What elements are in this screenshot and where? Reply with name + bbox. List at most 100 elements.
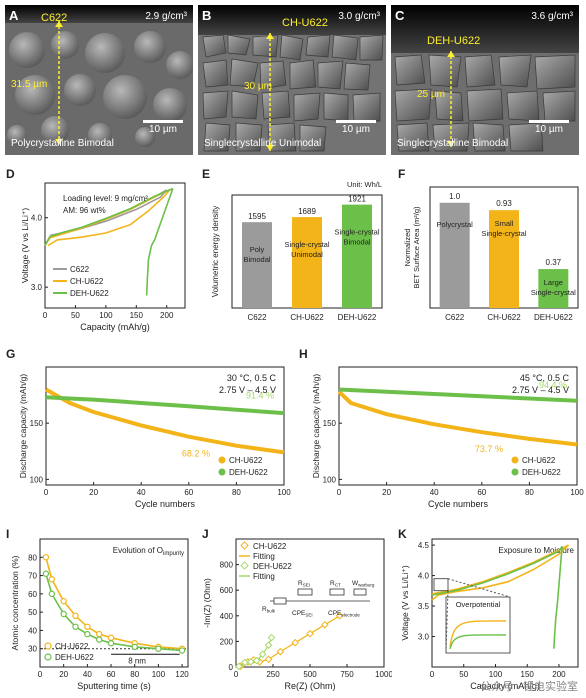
annotation-8nm: 8 nm [128, 656, 146, 665]
bar-deh-u622 [342, 204, 372, 308]
axis-x-h-tick-label: 40 [430, 488, 439, 497]
axis-x-k-tick-label: 100 [489, 670, 503, 679]
axis-x-j-tick-label: 0 [234, 670, 239, 679]
series-line-ch-u622 [45, 557, 183, 650]
chart-d: D 0 50 100 150 200 3.0 4.0 Capacity (mAh/g) Volta… [6, 167, 186, 332]
data-point [320, 620, 329, 629]
axis-y-j-tick-label: 800 [220, 561, 234, 570]
inset-curve-deh [449, 634, 507, 650]
y-axis-label-k: Voltage (V vs Li/Li⁺) [400, 565, 410, 641]
zoom-guide [447, 578, 511, 598]
legend-label: CH-U622 [253, 542, 287, 551]
legend-swatch [240, 541, 249, 550]
bar-ch-u622 [489, 210, 519, 308]
sem-image-a: C622 31.5 µm 2.9 g/cm³ Polycrystalline B… [5, 5, 193, 155]
axis-x-h-tick-label: 100 [570, 488, 584, 497]
legend-swatch [44, 653, 52, 661]
condition-temp: 30 °C, 0.5 C [227, 373, 277, 383]
legend-swatch [218, 456, 226, 464]
y-axis-label-j: -Im(Z) (Ohm) [202, 578, 212, 628]
panel-letter-f: F [398, 167, 405, 181]
bar-value-label: 0.93 [496, 199, 512, 208]
data-point [178, 647, 186, 654]
axis-y-i-tick-label: 60 [28, 590, 37, 599]
circuit-label: RSEI [298, 580, 310, 588]
axis-x-i-tick-label: 20 [59, 670, 68, 679]
legend-label: CH-U622 [70, 277, 104, 286]
x-axis-label-i: Sputtering time (s) [77, 681, 151, 691]
panel-letter-e: E [202, 167, 210, 181]
retention-ch: 73.7 % [475, 444, 503, 454]
sem-texture-a [5, 5, 193, 155]
chart-k: K 0 50 100 150 200 3.0 3.5 4.0 4.5 Capacity (mAh/g… [398, 527, 579, 691]
x-axis-label-j: Re(Z) (Ohm) [285, 681, 336, 691]
data-point [72, 623, 79, 630]
density-a: 2.9 g/cm³ [145, 11, 187, 22]
series-line-ch-u622-charge [431, 544, 569, 595]
data-point [306, 629, 314, 638]
data-point [155, 645, 162, 652]
data-point [246, 658, 255, 666]
bar-c622 [242, 222, 272, 308]
circuit-label: CPEelectrode [328, 610, 360, 618]
legend-swatch [240, 561, 249, 570]
axis-y-j-tick-label: 200 [220, 637, 234, 646]
axis-x-i-tick-label: 40 [83, 670, 92, 679]
axis-x-k-tick-label: 0 [430, 670, 435, 679]
axis-x-j-tick-label: 1000 [375, 670, 392, 679]
x-axis-label-h: Cycle numbers [428, 499, 489, 509]
axis-x-h-tick-label: 60 [477, 488, 486, 497]
axis-x-j-tick-label: 500 [303, 670, 317, 679]
circuit-label: Rbulk [262, 606, 276, 614]
sample-name-a: C622 [41, 12, 68, 24]
panel-letter-h: H [299, 347, 308, 361]
bar-inner-label: Single-crystal [531, 288, 576, 297]
data-point [241, 658, 249, 667]
condition-voltage: 2.75 V – 4.5 V [219, 385, 276, 395]
series-line-deh-u622-charge [431, 545, 563, 596]
sem-image-c: DEH-U622 25 µm 3.6 g/cm³ Singlecrystalli… [391, 5, 579, 155]
plot-frame [45, 366, 285, 486]
data-point [235, 662, 243, 671]
bar-inner-label: Single-crystal [481, 229, 526, 238]
bar-inner-label: Single-crystal [334, 228, 379, 237]
axis-y-j-tick-label: 0 [229, 663, 234, 672]
axis-x-g-tick-label: 80 [232, 488, 241, 497]
watermark: 公众号 · 锂电实验室 [480, 681, 578, 693]
chart-i: I 0 20 40 60 80 100 120 30 40 50 60 70 80 Sputtering t… [6, 527, 189, 691]
chart-e: E Unit: Wh/L Volumetric energy density 1595… [202, 167, 383, 322]
series-line-deh-u622 [45, 573, 183, 652]
circuit-element [353, 588, 367, 596]
sample-name-c: DEH-U622 [427, 35, 481, 47]
axis-x-g-tick-label: 60 [184, 488, 193, 497]
thickness-b: 30 µm [244, 81, 272, 92]
axis-y-i-tick-label: 80 [28, 553, 37, 562]
axis-y-d-tick-label: 4.0 [31, 214, 43, 223]
axis-x-i-tick-label: 0 [38, 670, 43, 679]
thickness-c: 25 µm [417, 89, 445, 100]
axis-x-d-tick-label: 100 [99, 311, 113, 320]
legend-label: CH-U622 [522, 456, 556, 465]
axis-y-i-tick-label: 50 [28, 608, 37, 617]
chart-h: H 0 20 40 60 80 100 100 150 Cycle numbers Discharg… [299, 347, 584, 509]
panel-letter-i: I [6, 527, 9, 541]
x-axis-label-g: Cycle numbers [135, 499, 196, 509]
axis-x-i-tick-label: 120 [175, 670, 189, 679]
bar-inner-label: Single-crystal [284, 240, 329, 249]
data-point [60, 597, 67, 605]
inset-frame [445, 596, 511, 654]
category-label: CH-U622 [487, 313, 521, 322]
bar-value-label: 1921 [348, 195, 366, 204]
annotation-am: AM: 96 wt% [63, 206, 106, 215]
legend-label: CH-U622 [229, 456, 263, 465]
axis-x-d-tick-label: 150 [130, 311, 144, 320]
legend-swatch [218, 468, 226, 476]
data-point [267, 633, 276, 642]
axis-x-i-tick-label: 60 [107, 670, 116, 679]
annotation-loading: Loading level: 9 mg/cm² [63, 194, 148, 203]
bar-ch-u622 [292, 217, 322, 308]
retention-ch: 68.2 % [182, 449, 210, 459]
series-line-ch-u622-discharge [47, 189, 171, 247]
series-line-ch-u622-discharge [431, 544, 570, 601]
panel-letter-c: C [395, 8, 405, 23]
